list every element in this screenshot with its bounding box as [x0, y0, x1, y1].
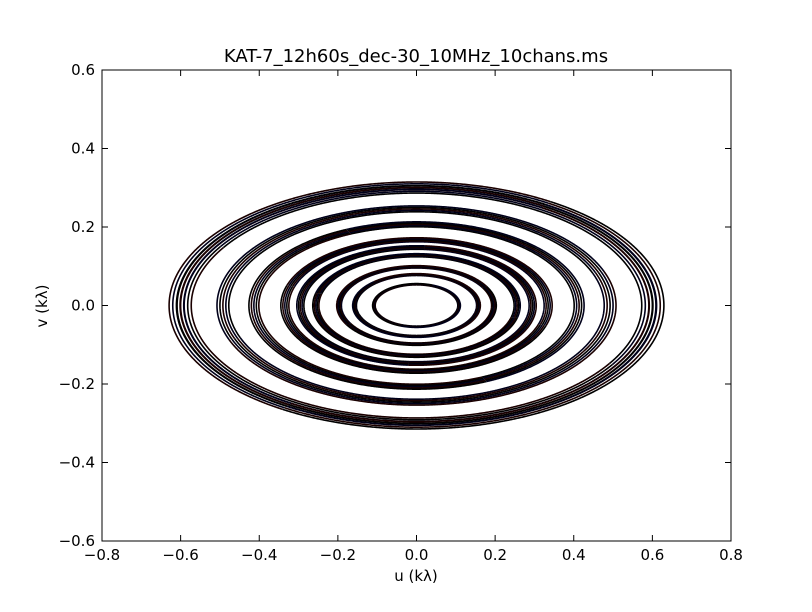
uv-track-baseline-4: [350, 225, 575, 378]
uv-track-baseline-4-conjugate: [248, 228, 487, 390]
uv-track-baseline-4: [349, 224, 578, 379]
uv-track-baseline-6: [408, 247, 532, 364]
y-tick-label: 0.4: [71, 140, 95, 158]
x-axis-label: u (kλ): [394, 567, 438, 585]
uv-track-baseline-7: [315, 252, 522, 319]
uv-track-baseline-1: [222, 192, 643, 365]
uv-track-baseline-4: [346, 221, 585, 383]
uv-track-baseline-7-conjugate: [311, 292, 518, 359]
uv-track-baseline-3: [231, 271, 614, 405]
uv-track-baseline-2: [282, 200, 665, 430]
uv-track-baseline-6: [407, 245, 538, 367]
uv-track-baseline-10-conjugate: [371, 282, 433, 327]
x-tick-label: −0.2: [320, 546, 356, 564]
y-tick-label: −0.6: [59, 532, 95, 550]
uv-track-baseline-3-conjugate: [219, 206, 602, 340]
y-tick-label: 0.6: [71, 61, 95, 79]
y-axis-label: v (kλ): [33, 285, 51, 328]
uv-track-baseline-6-conjugate: [297, 245, 425, 366]
uv-track-baseline-6: [408, 248, 530, 363]
uv-track-baseline-3-conjugate: [216, 205, 605, 341]
uv-track-baseline-8-conjugate: [335, 264, 488, 326]
uv-track-baseline-5: [282, 285, 545, 374]
uv-track-baseline-2-conjugate: [179, 186, 545, 406]
uv-track-baseline-6-conjugate: [303, 248, 425, 363]
x-tick-label: 0.2: [483, 546, 507, 564]
x-tick-label: 0.0: [405, 546, 429, 564]
uv-track-baseline-3: [239, 272, 606, 401]
x-tick-label: −0.8: [84, 546, 120, 564]
chart-title: KAT-7_12h60s_dec-30_10MHz_10chans.ms: [224, 46, 608, 67]
x-tick-label: −0.6: [162, 546, 198, 564]
uv-track-baseline-6: [408, 246, 534, 365]
uv-tracks: [168, 181, 665, 430]
y-tick-label: −0.4: [59, 454, 95, 472]
uv-track-baseline-9: [373, 272, 482, 330]
uv-track-baseline-2-conjugate: [175, 184, 547, 408]
uv-track-baseline-5: [286, 285, 542, 372]
uv-track-baseline-2-conjugate: [182, 188, 543, 405]
y-tick-label: 0.0: [71, 297, 95, 315]
uv-track-baseline-4: [347, 222, 583, 382]
uv-track-baseline-4-conjugate: [253, 230, 485, 388]
uv-track-baseline-2: [288, 205, 654, 425]
y-axis-ticks: −0.6 −0.4 −0.2 0.0 0.2 0.4 0.6: [59, 61, 731, 550]
uv-track-baseline-5: [280, 285, 547, 375]
uv-track-baseline-1-conjugate: [190, 246, 611, 419]
uv-track-baseline-10: [400, 284, 462, 329]
x-tick-label: −0.4: [241, 546, 277, 564]
uv-track-baseline-5-conjugate: [293, 240, 545, 325]
uv-track-baseline-1: [219, 190, 647, 365]
uv-track-baseline-3: [228, 270, 617, 406]
uv-track-baseline-3: [233, 271, 611, 403]
uv-track-baseline-5-conjugate: [291, 239, 547, 326]
uv-track-baseline-5-conjugate: [288, 237, 551, 326]
uv-track-baseline-9-conjugate: [351, 281, 460, 339]
uv-track-baseline-8: [345, 285, 498, 347]
uv-track-baseline-6-conjugate: [299, 246, 425, 365]
uv-track-baseline-2-conjugate: [168, 181, 551, 411]
uv-track-baseline-6-conjugate: [295, 244, 426, 366]
x-tick-label: 0.6: [640, 546, 664, 564]
uv-track-baseline-3-conjugate: [227, 210, 594, 339]
uv-track-baseline-1-conjugate: [186, 246, 614, 421]
uv-track-baseline-4-conjugate: [255, 232, 484, 387]
x-axis-ticks: −0.8 −0.6 −0.4 −0.2 0.0 0.2 0.4 0.6 0.8: [84, 70, 743, 564]
x-tick-label: 0.8: [719, 546, 743, 564]
uv-track-baseline-5-conjugate: [286, 236, 553, 326]
x-tick-label: 0.4: [562, 546, 586, 564]
y-tick-label: −0.2: [59, 375, 95, 393]
uv-track-baseline-3-conjugate: [225, 209, 597, 339]
uv-track-baseline-4-conjugate: [258, 233, 483, 386]
uv-track-baseline-4-conjugate: [250, 229, 486, 389]
uv-track-baseline-2-conjugate: [171, 183, 549, 409]
uv-track-baseline-3: [236, 272, 608, 402]
uv-track-baseline-5: [288, 286, 540, 371]
y-tick-label: 0.2: [71, 218, 95, 236]
uv-track-baseline-5: [284, 285, 543, 373]
uv-track-baseline-2: [286, 203, 658, 427]
uv-track-baseline-6-conjugate: [301, 247, 425, 364]
uv-track-baseline-6: [408, 245, 536, 366]
uv-track-baseline-2: [284, 202, 662, 428]
uv-track-baseline-4: [348, 223, 580, 381]
uv-track-baseline-2: [290, 206, 651, 423]
uv-track-baseline-3-conjugate: [222, 208, 600, 340]
uv-track-baseline-5-conjugate: [290, 238, 549, 326]
